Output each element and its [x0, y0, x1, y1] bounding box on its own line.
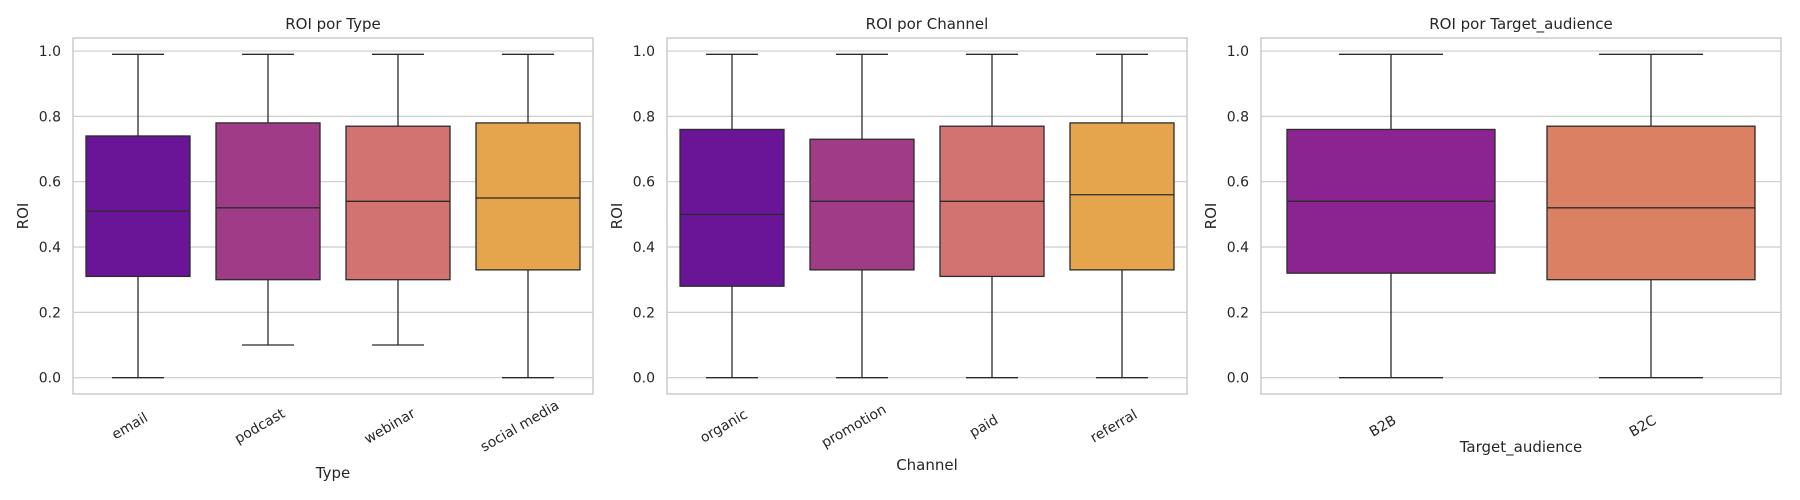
plot-frame	[1260, 37, 1782, 395]
box-promotion	[809, 138, 915, 271]
y-tick-label: 1.0	[1227, 44, 1249, 60]
y-tick-label: 0.4	[1227, 240, 1249, 256]
box-referral	[1069, 122, 1175, 271]
box-webinar	[345, 125, 451, 281]
y-tick-label: 0.0	[1227, 371, 1249, 387]
chart-title: ROI por Channel	[866, 15, 989, 33]
x-tick-label: B2C	[1627, 412, 1660, 440]
y-tick-label: 1.0	[39, 44, 61, 60]
y-tick-label: 0.8	[633, 109, 655, 125]
y-tick-label: 0.8	[39, 109, 61, 125]
panel-1: 0.0 0.2 0.4 0.6 0.8 1.0 email podcast webinar soc…	[14, 15, 594, 482]
y-tick-label: 0.6	[39, 175, 61, 191]
chart-title: ROI por Type	[285, 15, 381, 33]
y-tick-label: 0.4	[39, 240, 61, 256]
x-axis-label: Target_audience	[1459, 438, 1583, 457]
x-axis-label: Channel	[896, 456, 958, 474]
y-tick-label: 0.8	[1227, 109, 1249, 125]
box-organic	[679, 128, 785, 287]
y-axis-label: ROI	[14, 203, 32, 230]
x-tick-label: organic	[697, 407, 750, 447]
y-tick-label: 0.6	[633, 175, 655, 191]
x-tick-label: social media	[478, 398, 562, 456]
panel-2: 0.0 0.2 0.4 0.6 0.8 1.0 organic promotion paid re…	[608, 15, 1188, 474]
y-tick-label: 0.0	[39, 371, 61, 387]
box-email	[85, 135, 191, 278]
box-podcast	[215, 122, 321, 281]
box-social-media	[475, 122, 581, 271]
x-axis-label: Type	[315, 464, 350, 482]
y-axis-label: ROI	[608, 203, 626, 230]
y-tick-label: 1.0	[633, 44, 655, 60]
y-tick-label: 0.0	[633, 371, 655, 387]
x-tick-label: email	[109, 410, 150, 443]
x-tick-label: paid	[967, 412, 1001, 441]
y-tick-label: 0.2	[39, 305, 61, 321]
x-tick-label: webinar	[362, 405, 419, 447]
plot-frame	[72, 37, 594, 395]
x-tick-label: podcast	[232, 406, 288, 448]
chart-title: ROI por Target_audience	[1429, 15, 1613, 34]
x-tick-label: promotion	[819, 402, 889, 452]
box-B2C	[1546, 125, 1756, 281]
x-tick-label: B2B	[1367, 413, 1399, 441]
y-tick-label: 0.6	[1227, 175, 1249, 191]
plot-frame	[666, 37, 1188, 395]
y-tick-label: 0.2	[1227, 305, 1249, 321]
y-tick-label: 0.2	[633, 305, 655, 321]
panel-3: 0.0 0.2 0.4 0.6 0.8 1.0 B2B B2C ROI por Target_a…	[1202, 15, 1782, 457]
y-axis-label: ROI	[1202, 203, 1220, 230]
y-tick-label: 0.4	[633, 240, 655, 256]
x-tick-label: referral	[1088, 407, 1140, 447]
